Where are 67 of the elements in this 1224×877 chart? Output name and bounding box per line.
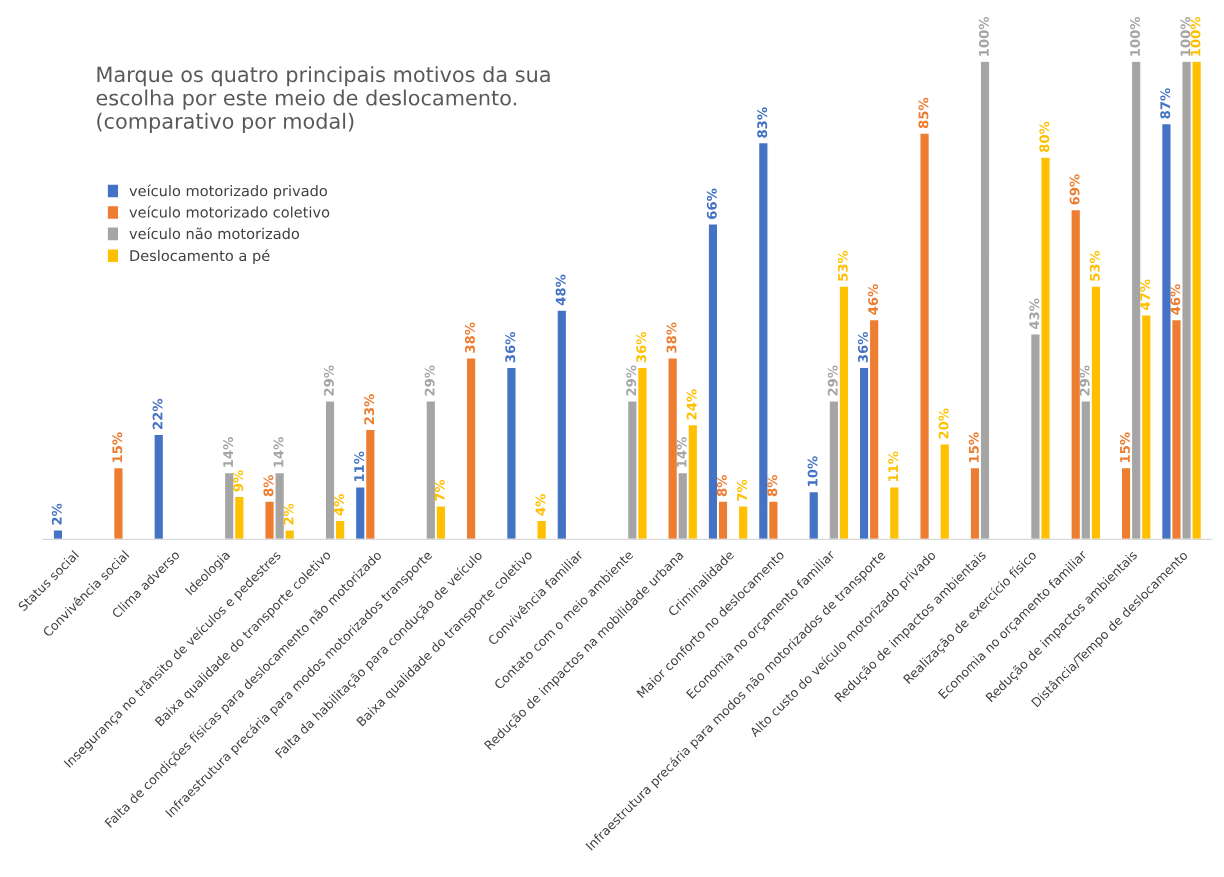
- data-label: 7%: [737, 479, 748, 501]
- data-label: 80%: [1039, 121, 1050, 153]
- data-label: 8%: [263, 474, 274, 497]
- data-label: 69%: [1069, 174, 1080, 205]
- data-label: 29%: [424, 365, 435, 396]
- data-label: 85%: [918, 97, 929, 129]
- data-label: 11%: [888, 451, 899, 482]
- data-label: 2%: [283, 503, 294, 525]
- bar: [808, 490, 820, 540]
- data-label: 8%: [716, 474, 727, 497]
- data-label: 29%: [626, 365, 637, 396]
- data-label: 29%: [827, 365, 838, 396]
- data-label: 14%: [223, 437, 234, 467]
- data-label: 4%: [535, 494, 546, 516]
- bar: [52, 529, 64, 540]
- data-label: 24%: [686, 389, 697, 420]
- data-label: 11%: [354, 451, 365, 482]
- bar: [153, 433, 165, 540]
- data-label: 9%: [233, 470, 244, 492]
- data-label: 46%: [868, 284, 879, 315]
- data-label: 20%: [938, 408, 949, 439]
- data-label: 8%: [767, 474, 778, 497]
- text: Marque os quatro principais motivos da sua escolha por este meio de deslocamento. (comparativo por modal): [96, 66, 550, 133]
- data-label: 36%: [636, 331, 647, 363]
- bar: [465, 357, 477, 540]
- data-label: 36%: [505, 331, 516, 363]
- data-label: 38%: [666, 322, 677, 353]
- data-label: 38%: [464, 322, 475, 353]
- data-label: 66%: [706, 188, 717, 219]
- data-label: 15%: [968, 432, 979, 463]
- bar: [919, 132, 931, 540]
- data-label: 22%: [152, 398, 163, 429]
- legend-label: Deslocamento a pé: [130, 249, 270, 264]
- data-label: 83%: [757, 107, 768, 138]
- data-label: 100%: [1130, 16, 1141, 56]
- data-label: 2%: [51, 503, 62, 525]
- data-label: 36%: [857, 331, 868, 363]
- data-label: 15%: [1119, 432, 1130, 463]
- data-label: 4%: [333, 494, 344, 516]
- bar: [536, 519, 548, 540]
- data-label: 29%: [323, 365, 334, 396]
- data-label: 48%: [555, 274, 566, 306]
- data-label: 14%: [273, 437, 284, 467]
- bar: [888, 486, 900, 540]
- data-label: 46%: [1170, 284, 1181, 315]
- data-label: 23%: [364, 394, 375, 425]
- bar: [505, 366, 517, 540]
- data-label: 100%: [978, 16, 989, 56]
- data-label: 100%: [1190, 16, 1201, 56]
- data-label: 53%: [1089, 250, 1100, 281]
- data-label: 53%: [837, 250, 848, 281]
- data-label: 43%: [1029, 298, 1040, 330]
- data-label: 10%: [807, 456, 818, 486]
- bar: [737, 505, 749, 540]
- legend-label: veículo não motorizado: [129, 227, 300, 240]
- data-label: 15%: [112, 432, 123, 463]
- data-label: 47%: [1140, 279, 1151, 310]
- data-label: 29%: [1079, 365, 1090, 396]
- bar: [556, 309, 568, 540]
- bar: [939, 443, 951, 540]
- bar: [112, 466, 124, 540]
- legend-label: veículo motorizado privado: [129, 184, 327, 200]
- data-label: 100%: [1180, 16, 1191, 56]
- data-label: 14%: [676, 437, 687, 467]
- data-label: 7%: [434, 479, 445, 501]
- data-label: 87%: [1160, 88, 1171, 119]
- legend-label: veículo motorizado coletivo: [129, 205, 330, 218]
